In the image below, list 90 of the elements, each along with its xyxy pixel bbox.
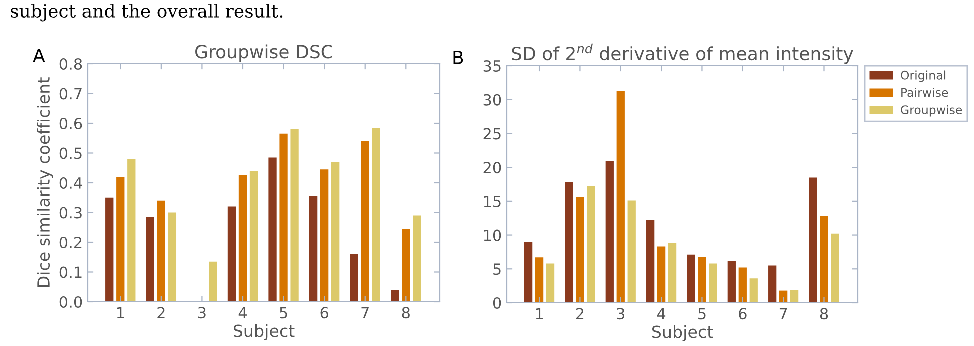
text: subject and the overall result. [11, 4, 283, 22]
bar [413, 216, 422, 302]
bar [332, 162, 340, 302]
x-tick-label: 1 [117, 307, 124, 318]
chart-title: SD of 2$^{nd}$ derivative of mean intensity [512, 44, 854, 64]
bar [268, 158, 277, 302]
bar [546, 264, 555, 303]
bar [146, 217, 154, 302]
bar [668, 243, 677, 303]
bar [290, 129, 299, 302]
bar [524, 242, 533, 303]
bar [402, 229, 410, 302]
bar [391, 290, 400, 302]
x-tick-label: 1 [536, 308, 543, 320]
bar [616, 91, 625, 303]
bar [657, 246, 666, 303]
bar [790, 290, 799, 303]
y-tick-label: 0.1 [60, 266, 82, 278]
bar [128, 159, 136, 302]
bar [780, 290, 788, 303]
bar [228, 206, 236, 302]
y-tick-label: 30 [484, 94, 502, 106]
bar [280, 134, 288, 302]
bar [350, 254, 358, 302]
y-axis-title: Dice similarity coefficient [37, 78, 54, 288]
x-tick-label: 3 [617, 308, 625, 320]
y-tick-label: 35 [484, 60, 501, 72]
bar [738, 268, 747, 303]
x-tick-label: 6 [739, 308, 747, 320]
bar [168, 212, 177, 302]
x-tick-label: 3 [198, 307, 206, 319]
bar [106, 198, 114, 302]
y-tick-label: 0.8 [60, 58, 82, 70]
bar [809, 178, 818, 303]
bar [750, 278, 758, 303]
bar [698, 256, 706, 303]
bar [587, 186, 596, 303]
bar [728, 261, 736, 303]
y-tick-label: 0.6 [60, 118, 82, 130]
x-tick-label: 2 [576, 308, 584, 320]
legend-label: Pairwise [902, 88, 948, 98]
bar [309, 196, 318, 302]
bar [157, 200, 166, 302]
x-tick-label: 5 [280, 307, 288, 319]
bar [361, 141, 370, 302]
bar [238, 176, 248, 302]
bar [646, 220, 655, 303]
legend-label: Groupwise [901, 105, 962, 117]
x-tick-label: 7 [362, 307, 369, 318]
y-tick-label: 0.4 [60, 177, 82, 190]
bar [209, 262, 218, 302]
bar [768, 266, 777, 303]
bar [831, 234, 840, 303]
y-tick-label: 0 [493, 297, 502, 310]
bar [628, 200, 636, 303]
y-tick-label: 15 [484, 196, 501, 208]
y-tick-label: 0.0 [60, 296, 82, 308]
text: A [33, 49, 46, 62]
y-tick-label: 5 [494, 264, 501, 276]
bar [576, 197, 584, 303]
x-tick-label: 8 [402, 307, 410, 319]
y-tick-label: 10 [484, 230, 502, 242]
x-tick-label: 4 [657, 308, 666, 320]
y-tick-label: 0.7 [60, 88, 82, 100]
bar [820, 216, 828, 303]
x-tick-label: 2 [158, 307, 165, 318]
x-tick-label: 5 [698, 308, 706, 320]
x-tick-label: 7 [780, 308, 788, 320]
x-tick-label: 4 [238, 307, 247, 318]
y-tick-label: 20 [484, 162, 502, 174]
bar [709, 264, 718, 303]
legend-label: Original [901, 70, 946, 82]
x-axis-title: Subject [234, 324, 295, 341]
x-tick-label: 8 [820, 308, 828, 320]
chart-title: Groupwise DSC [196, 44, 333, 62]
x-tick-label: 6 [320, 307, 328, 319]
y-tick-label: 0.3 [60, 207, 82, 219]
text: B [454, 51, 464, 64]
y-tick-label: 0.5 [60, 148, 82, 160]
bar [320, 170, 329, 302]
bar [606, 161, 614, 303]
y-tick-label: 25 [484, 128, 501, 140]
bar [250, 171, 258, 302]
bar [565, 182, 574, 303]
bar [687, 254, 696, 303]
y-tick-label: 0.2 [60, 236, 82, 249]
x-axis-title: Subject [652, 325, 714, 342]
bar [116, 177, 125, 302]
bar [535, 258, 544, 303]
bar [372, 128, 380, 302]
